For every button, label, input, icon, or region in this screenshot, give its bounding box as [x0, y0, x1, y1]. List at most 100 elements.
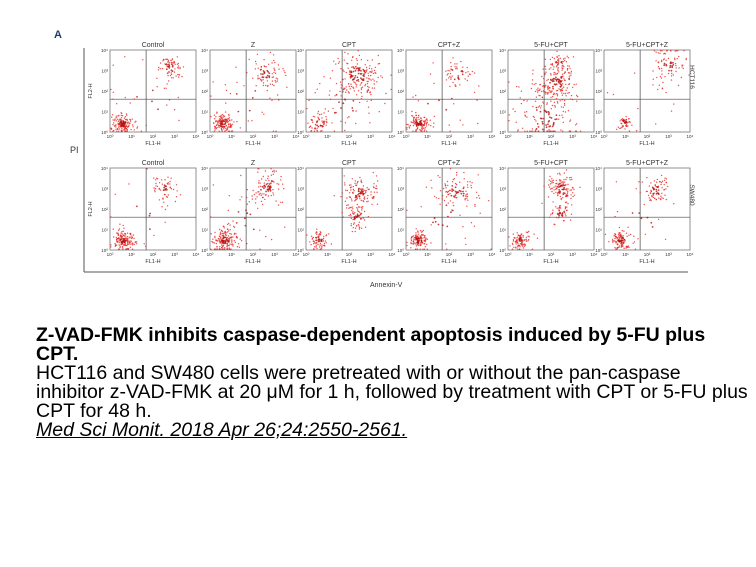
panel-y-label: FL2-H [88, 83, 94, 98]
event-dot [354, 180, 356, 182]
event-dot [158, 66, 160, 69]
event-dot [175, 184, 178, 186]
event-dot [618, 226, 621, 229]
event-dot [553, 92, 555, 95]
event-dot [657, 189, 660, 192]
event-dot [525, 111, 528, 113]
event-dot [565, 195, 567, 197]
event-dot [651, 195, 653, 198]
y-tick-label: 10¹ [397, 228, 404, 233]
event-dot [357, 223, 360, 226]
event-dot [267, 195, 270, 197]
event-dot [416, 128, 418, 130]
event-dot [674, 62, 677, 65]
event-dot [462, 194, 465, 197]
event-dot [665, 198, 668, 201]
event-dot [410, 121, 412, 123]
event-dot [371, 70, 373, 72]
event-dot [521, 241, 523, 244]
event-dot [623, 238, 626, 241]
event-dot [132, 248, 134, 250]
event-dot [563, 78, 565, 80]
event-dot [350, 224, 352, 227]
event-dot [230, 130, 233, 132]
event-dot [224, 130, 226, 132]
event-dot [238, 246, 240, 248]
event-dot [556, 50, 558, 53]
event-dot [148, 214, 151, 217]
event-dot [164, 221, 166, 223]
event-dot [126, 121, 129, 124]
event-dot [348, 192, 351, 194]
event-dot [423, 240, 426, 242]
event-dot [265, 183, 268, 186]
event-dot [140, 130, 143, 132]
event-dot [516, 85, 518, 88]
event-dot [349, 70, 351, 72]
event-dot [571, 178, 573, 181]
event-dot [648, 185, 651, 187]
event-dot [113, 122, 115, 124]
event-dot [461, 73, 464, 76]
event-dot [268, 179, 270, 182]
event-dot [646, 176, 648, 179]
event-dot [525, 239, 527, 241]
event-dot [651, 186, 654, 189]
event-dot [167, 72, 169, 75]
event-dot [531, 128, 534, 130]
event-dot [537, 106, 539, 108]
event-dot [167, 176, 169, 178]
caption-citation[interactable]: Med Sci Monit. 2018 Apr 26;24:2550-2561. [36, 419, 408, 441]
event-dot [526, 130, 528, 132]
event-dot [557, 194, 559, 197]
event-dot [373, 87, 376, 89]
event-dot [562, 183, 564, 185]
event-dot [228, 244, 230, 247]
event-dot [558, 81, 560, 84]
y-tick-label: 10⁰ [297, 130, 304, 135]
event-dot [618, 235, 620, 237]
event-dot [357, 69, 360, 72]
event-dot [543, 91, 545, 93]
event-dot [353, 67, 355, 70]
event-dot [430, 242, 432, 244]
event-dot [561, 67, 563, 69]
panel-title: CPT+Z [438, 160, 461, 167]
event-dot [547, 92, 549, 94]
event-dot [488, 200, 490, 202]
event-dot [563, 59, 566, 62]
x-tick-label: 10² [150, 252, 157, 257]
event-dot [621, 118, 624, 120]
event-dot [345, 86, 347, 88]
event-dot [333, 60, 335, 62]
event-dot [541, 202, 543, 204]
event-dot [114, 193, 116, 195]
event-dot [228, 238, 230, 240]
event-dot [361, 188, 364, 191]
event-dot [558, 206, 560, 209]
event-dot [122, 224, 124, 227]
y-tick-label: 10¹ [297, 110, 304, 115]
event-dot [145, 124, 147, 127]
event-dot [632, 242, 634, 244]
event-dot [163, 201, 165, 203]
event-dot [561, 73, 564, 76]
event-dot [539, 110, 542, 113]
event-dot [422, 248, 424, 250]
event-dot [355, 67, 358, 70]
event-dot [615, 236, 617, 238]
event-dot [226, 231, 229, 233]
event-dot [367, 194, 369, 197]
event-dot [172, 62, 174, 64]
event-dot [169, 186, 171, 188]
event-dot [268, 75, 271, 78]
event-dot [210, 248, 212, 250]
event-dot [522, 245, 524, 247]
event-dot [535, 96, 538, 98]
event-dot [466, 197, 468, 199]
event-dot [619, 234, 622, 237]
event-dot [570, 213, 573, 215]
event-dot [558, 191, 561, 194]
event-dot [127, 125, 129, 128]
event-dot [541, 96, 543, 99]
